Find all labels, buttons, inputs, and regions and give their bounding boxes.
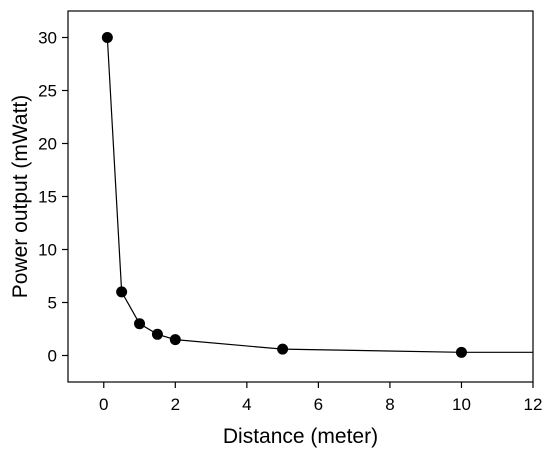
y-tick-label: 0 — [48, 347, 57, 366]
x-tick-label: 4 — [242, 395, 251, 414]
data-point — [151, 328, 163, 340]
plot-frame — [67, 10, 534, 383]
y-tick-label: 25 — [38, 82, 57, 101]
x-tick-label: 12 — [524, 395, 543, 414]
y-tick-label: 10 — [38, 241, 57, 260]
y-axis-label: Power output (mWatt) — [9, 95, 32, 298]
y-tick-label: 30 — [38, 29, 57, 48]
x-tick-label: 8 — [385, 395, 394, 414]
x-tick-label: 6 — [314, 395, 323, 414]
x-tick-label: 10 — [452, 395, 471, 414]
data-point — [134, 318, 146, 330]
data-point — [101, 32, 113, 43]
series-line — [106, 37, 533, 353]
y-tick-label: 20 — [38, 135, 57, 154]
data-point — [169, 334, 181, 346]
data-point — [277, 343, 289, 355]
x-tick-label: 2 — [171, 395, 180, 414]
y-axis-ticks: 0 5 10 15 20 25 30 — [38, 29, 68, 366]
data-point — [455, 346, 467, 358]
x-tick-label: 0 — [99, 395, 108, 414]
y-tick-label: 15 — [38, 188, 57, 207]
data-point — [116, 286, 128, 298]
data-series — [101, 32, 533, 358]
y-tick-label: 5 — [48, 294, 57, 313]
x-axis-label: Distance (meter) — [223, 425, 378, 448]
x-axis-ticks: 0 2 4 6 8 10 12 — [99, 382, 542, 414]
